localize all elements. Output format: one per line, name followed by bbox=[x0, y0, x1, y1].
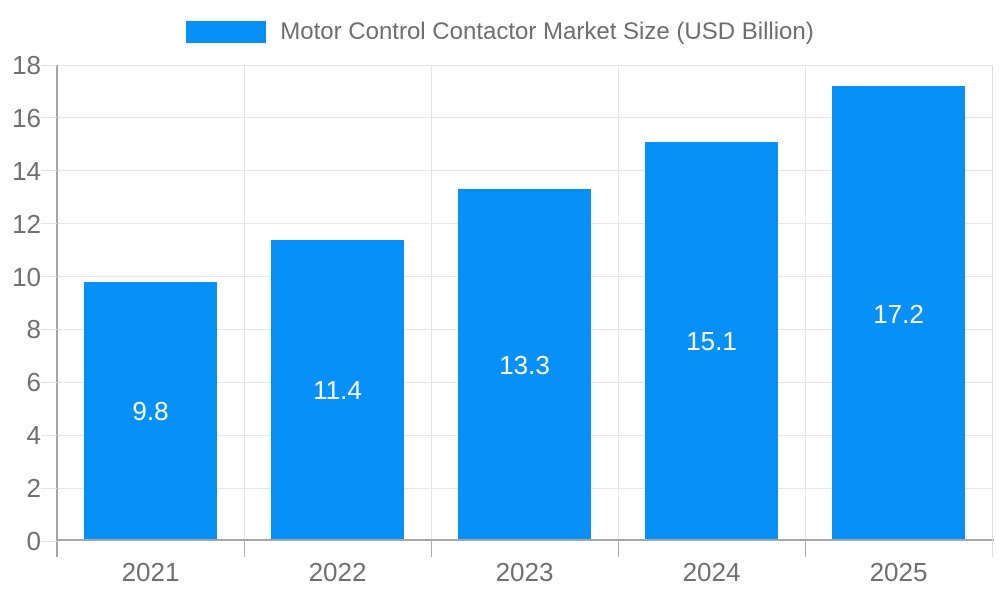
y-axis-tick bbox=[41, 328, 57, 330]
gridline-horizontal bbox=[57, 117, 992, 119]
bar: 15.1 bbox=[645, 141, 778, 541]
gridline-horizontal bbox=[57, 64, 992, 66]
legend-item[interactable]: Motor Control Contactor Market Size (USD… bbox=[186, 18, 814, 46]
y-axis-tick-label: 10 bbox=[12, 261, 41, 292]
gridline-vertical bbox=[804, 65, 806, 541]
y-axis-tick-label: 14 bbox=[12, 155, 41, 186]
y-axis-tick bbox=[41, 540, 57, 542]
bar-value-label: 9.8 bbox=[132, 396, 169, 427]
plot-area: 9.8 11.4 13.3 15.1 17.2 bbox=[57, 64, 992, 541]
x-axis-tick-label: 2022 bbox=[308, 557, 367, 587]
x-axis-tick-label: 2021 bbox=[121, 557, 180, 587]
x-axis-tick bbox=[617, 541, 619, 557]
bar: 17.2 bbox=[832, 86, 965, 541]
bar-value-label: 15.1 bbox=[686, 326, 737, 357]
y-axis-tick-label: 18 bbox=[12, 50, 41, 80]
y-axis-tick-label: 2 bbox=[26, 473, 41, 504]
bar-value-label: 13.3 bbox=[499, 350, 550, 381]
bar: 13.3 bbox=[458, 189, 591, 541]
legend-label: Motor Control Contactor Market Size (USD… bbox=[280, 18, 814, 45]
gridline-vertical bbox=[617, 65, 619, 541]
plot-right-border bbox=[992, 65, 993, 557]
x-axis-tick bbox=[243, 541, 245, 557]
bar-value-label: 11.4 bbox=[313, 375, 362, 406]
bar: 9.8 bbox=[84, 281, 217, 541]
y-axis-tick-label: 6 bbox=[26, 367, 41, 398]
y-axis-tick bbox=[41, 487, 57, 489]
y-axis-tick bbox=[41, 381, 57, 383]
y-axis-tick-label: 4 bbox=[26, 420, 41, 451]
bar-value-label: 17.2 bbox=[873, 298, 924, 329]
y-axis-line bbox=[56, 65, 58, 557]
x-axis-line bbox=[56, 539, 994, 541]
y-axis-tick-label: 16 bbox=[12, 102, 41, 133]
bar: 11.4 bbox=[271, 239, 404, 541]
chart-legend: Motor Control Contactor Market Size (USD… bbox=[0, 18, 1000, 46]
gridline-vertical bbox=[430, 65, 432, 541]
gridline-horizontal bbox=[57, 170, 992, 172]
y-axis-tick bbox=[41, 276, 57, 278]
legend-swatch-icon bbox=[186, 21, 267, 43]
gridline-vertical bbox=[243, 65, 245, 541]
y-axis-tick-label: 12 bbox=[12, 208, 41, 239]
x-axis-tick-label: 2025 bbox=[869, 557, 928, 587]
x-axis-tick bbox=[430, 541, 432, 557]
y-axis-tick bbox=[41, 117, 57, 119]
y-axis-tick-label: 0 bbox=[26, 526, 41, 556]
y-axis-tick bbox=[41, 64, 57, 66]
y-axis-tick bbox=[41, 434, 57, 436]
x-axis-tick bbox=[804, 541, 806, 557]
y-axis-tick bbox=[41, 223, 57, 225]
y-axis-tick-label: 8 bbox=[26, 314, 41, 345]
y-axis-tick bbox=[41, 170, 57, 172]
x-axis-tick-label: 2024 bbox=[682, 557, 741, 587]
x-axis-tick-label: 2023 bbox=[495, 557, 554, 587]
